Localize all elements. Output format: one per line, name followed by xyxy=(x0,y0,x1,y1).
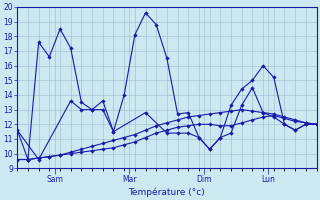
X-axis label: Température (°c): Température (°c) xyxy=(129,187,205,197)
